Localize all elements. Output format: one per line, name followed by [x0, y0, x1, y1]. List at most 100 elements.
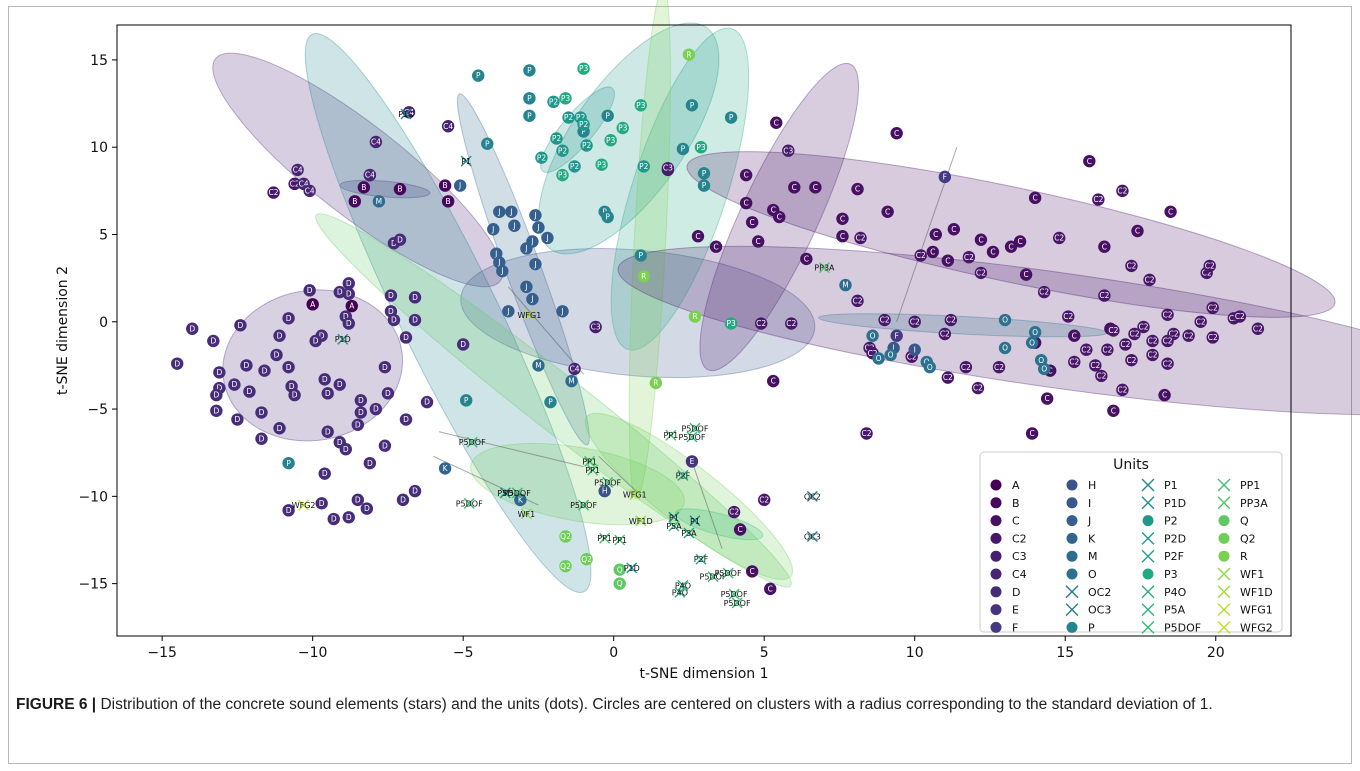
- unit-dot-label: C2: [1090, 361, 1100, 370]
- unit-dot-d: [255, 406, 268, 419]
- element-x-marker-wfg1: [523, 309, 535, 321]
- element-x-marker-oc3: [806, 530, 818, 542]
- unit-dot-c2: [1128, 327, 1141, 341]
- legend-marker-m: [1066, 550, 1078, 562]
- legend-marker-pp1: [1217, 478, 1231, 492]
- legend-label: WF1D: [1240, 586, 1273, 599]
- unit-dot-c: [1164, 205, 1177, 218]
- unit-dot-label: O: [876, 354, 882, 363]
- unit-dot-label: C2: [756, 319, 766, 328]
- unit-dot-c: [851, 182, 864, 196]
- unit-dot-j: [529, 209, 542, 222]
- unit-dot-label: D: [286, 314, 292, 323]
- unit-dot-label: J: [524, 282, 527, 291]
- legend-label: WF1: [1240, 568, 1264, 581]
- unit-dot-label: I: [893, 344, 895, 353]
- unit-dot-d: [369, 402, 383, 416]
- unit-dot-label: C: [1045, 394, 1050, 403]
- unit-dot-label: C2: [940, 330, 950, 339]
- unit-dot-label: P2: [564, 113, 574, 122]
- unit-dot-label: C2: [964, 253, 974, 262]
- unit-dot-b: [393, 182, 407, 196]
- legend-marker-j: [1066, 515, 1078, 527]
- unit-dot-j: [520, 280, 533, 294]
- unit-dot-label: D: [210, 337, 216, 346]
- element-x-label: P4O: [675, 581, 691, 590]
- unit-dot-d: [387, 313, 401, 327]
- element-x-label: P2F: [676, 471, 691, 480]
- unit-dot-c: [767, 374, 780, 388]
- unit-dot-p3: [595, 158, 608, 171]
- unit-dot-label: C2: [1148, 351, 1158, 360]
- element-x-label: P4O: [672, 588, 688, 597]
- unit-dot-label: B: [352, 197, 357, 206]
- element-x-marker-p5dof: [578, 499, 590, 511]
- unit-dot-b: [438, 179, 452, 192]
- unit-dot-c: [941, 254, 955, 267]
- legend-label: WFG2: [1240, 621, 1273, 634]
- unit-dot-label: C2: [1163, 337, 1173, 346]
- element-x-marker-p1d: [499, 487, 511, 499]
- element-x-marker-p1: [460, 155, 472, 167]
- unit-dot-label: C2: [1184, 331, 1194, 340]
- element-x-marker-p5dof: [689, 422, 701, 434]
- unit-dot-label: C2: [868, 349, 878, 358]
- unit-dot-c2: [860, 427, 873, 440]
- unit-dot-label: D: [247, 387, 253, 396]
- element-x-label: P5DOF: [721, 590, 748, 599]
- unit-dot-label: R: [692, 312, 697, 321]
- element-x-label: P5DOF: [570, 501, 597, 510]
- unit-dot-p2: [637, 160, 650, 173]
- unit-dot-label: D: [189, 324, 195, 333]
- caption-text: Distribution of the concrete sound eleme…: [96, 696, 1213, 713]
- unit-dot-label: D: [319, 331, 325, 340]
- legend: UnitsABCC2C3C4DEFHIJKMOOC2OC3PP1P1DP2P2D…: [979, 451, 1283, 634]
- element-x-marker-oc2: [806, 490, 818, 502]
- unit-dot-p: [472, 69, 485, 82]
- caption-label: FIGURE 6 |: [16, 696, 97, 713]
- data-points: AABBBBBBCCCCCCCCCCCCCCCCCCCCCCCCCCCCCCCC…: [171, 48, 1265, 609]
- legend-label: P4O: [1164, 586, 1187, 599]
- unit-dot-o: [866, 329, 879, 342]
- element-x-marker-pp1: [587, 464, 599, 476]
- unit-dot-d: [228, 378, 241, 391]
- unit-dot-j: [526, 292, 539, 306]
- unit-dot-a: [306, 298, 319, 311]
- unit-dot-o: [872, 352, 885, 365]
- unit-dot-c2: [1143, 273, 1156, 287]
- unit-dot-k: [514, 493, 527, 507]
- legend-marker-a: [990, 479, 1002, 491]
- legend-label: B: [1012, 497, 1020, 510]
- unit-dot-label: C: [1168, 207, 1173, 216]
- x-tick-label: 0: [609, 645, 618, 661]
- element-x-label: WFG1: [517, 311, 541, 320]
- unit-dot-c: [745, 565, 759, 578]
- unit-dot-label: C2: [1253, 324, 1263, 333]
- element-x-label: P5DOF: [594, 478, 621, 487]
- unit-dot-c: [890, 127, 903, 140]
- unit-dot-p2: [562, 111, 575, 124]
- legend-marker-p4o: [1141, 585, 1155, 599]
- unit-dot-p2: [535, 151, 548, 164]
- element-x-label: P5DOF: [459, 438, 486, 447]
- element-x-marker-p5dof: [731, 597, 743, 609]
- unit-dot-label: C: [840, 214, 845, 223]
- element-x-marker-p5dof: [686, 431, 698, 443]
- element-x-label: P2F: [694, 555, 709, 564]
- unit-dot-label: D: [313, 337, 319, 346]
- element-x-marker-p5dof: [463, 497, 475, 509]
- unit-dot-c: [745, 216, 759, 229]
- unit-dot-c2: [878, 313, 891, 327]
- unit-dot-label: J: [494, 249, 497, 258]
- unit-dot-c2: [1119, 338, 1132, 351]
- unit-dot-p3: [556, 168, 569, 182]
- unit-dot-m: [565, 374, 578, 388]
- unit-dot-label: D: [412, 487, 418, 496]
- legend-label: PP3A: [1240, 497, 1268, 510]
- unit-dot-label: D: [388, 291, 394, 300]
- unit-dot-c: [739, 196, 753, 210]
- unit-dot-c: [836, 212, 849, 225]
- y-tick-label: 0: [99, 315, 108, 331]
- unit-dot-label: C2: [1196, 317, 1206, 326]
- unit-dot-c2: [974, 266, 988, 280]
